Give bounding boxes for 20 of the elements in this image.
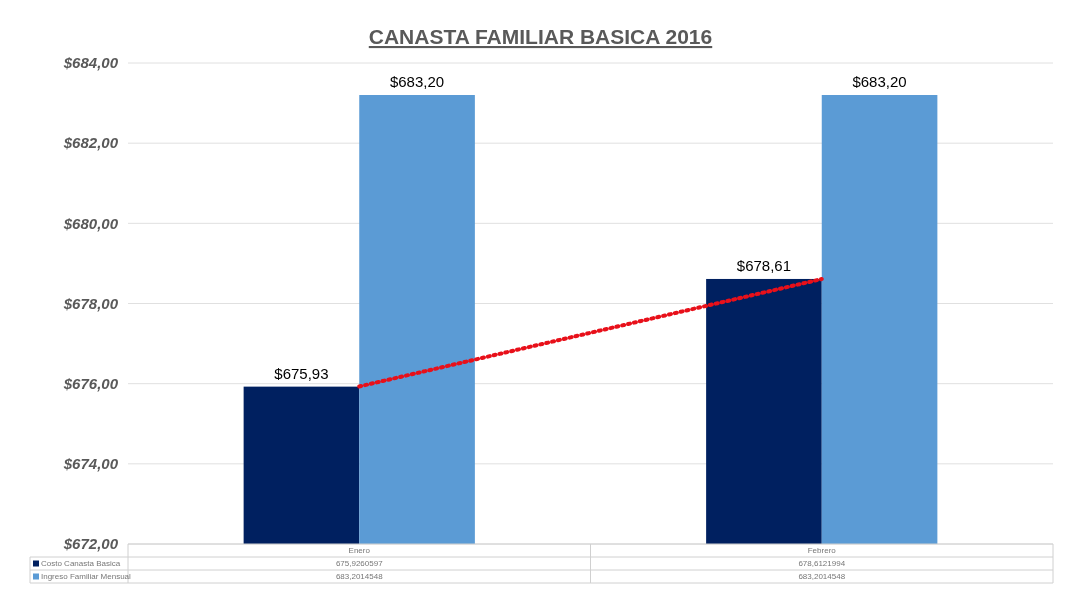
text: 675,9260597 bbox=[335, 559, 384, 569]
legend-label: Costo Canasta Basica bbox=[41, 559, 121, 569]
y-tick-label: $674,00 bbox=[62, 455, 119, 473]
text: 678,6121994 bbox=[798, 559, 846, 569]
data-label: $683,20 bbox=[389, 73, 445, 91]
text: 683,2014548 bbox=[798, 572, 846, 582]
y-tick-label: $678,00 bbox=[62, 294, 119, 312]
y-tick-label: $672,00 bbox=[62, 535, 119, 553]
data-label: $678,61 bbox=[736, 256, 792, 274]
x-tick-label: Febrero bbox=[807, 546, 837, 556]
y-tick-label: $684,00 bbox=[62, 54, 119, 72]
legend-label: Ingreso Familiar Mensual bbox=[41, 572, 132, 582]
text: 683,2014548 bbox=[335, 572, 384, 582]
x-tick-label: Enero bbox=[348, 546, 371, 556]
y-tick-label: $680,00 bbox=[62, 214, 119, 232]
data-label: $675,93 bbox=[274, 364, 329, 382]
y-tick-label: $676,00 bbox=[62, 374, 119, 392]
data-label: $683,20 bbox=[852, 73, 907, 91]
y-tick-label: $682,00 bbox=[62, 134, 119, 152]
chart-title: CANASTA FAMILIAR BASICA 2016 bbox=[368, 25, 713, 48]
